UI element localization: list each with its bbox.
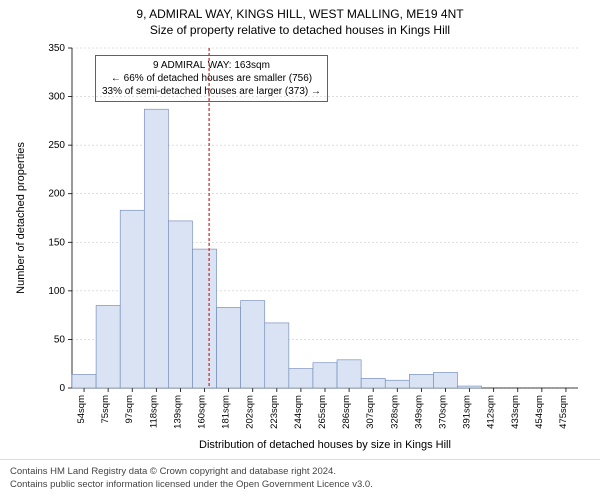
x-tick-label: 454sqm — [534, 395, 545, 429]
footer-attribution: Contains HM Land Registry data © Crown c… — [0, 459, 600, 500]
y-tick-label: 350 — [48, 43, 65, 54]
y-tick-label: 100 — [48, 286, 65, 297]
footer-line2: Contains public sector information licen… — [10, 479, 590, 492]
x-tick-label: 181sqm — [221, 395, 232, 429]
x-tick-label: 54sqm — [76, 395, 87, 424]
histogram-plot: 0 50 100 150 200 250 300 350 54sqm 75sqm 97sqm 118s… — [0, 0, 598, 460]
histogram-bar — [168, 221, 192, 388]
x-tick-label: 139sqm — [172, 395, 183, 429]
x-tick-label: 286sqm — [341, 395, 352, 429]
histogram-bar — [96, 305, 120, 388]
chart-container: 9, ADMIRAL WAY, KINGS HILL, WEST MALLING… — [0, 0, 600, 500]
x-tick-label: 75sqm — [100, 395, 111, 424]
histogram-bar — [385, 380, 409, 388]
x-tick-label: 160sqm — [197, 395, 208, 429]
x-axis-label: Distribution of detached houses by size … — [199, 439, 451, 451]
histogram-bar — [265, 323, 289, 388]
x-tick-label: 307sqm — [365, 395, 376, 429]
histogram-bar — [120, 210, 144, 388]
y-axis-label: Number of detached properties — [15, 142, 27, 294]
y-tick-label: 150 — [48, 237, 65, 248]
histogram-bar — [458, 386, 482, 388]
y-tick-label: 300 — [48, 92, 65, 103]
y-tick-label: 250 — [48, 140, 65, 151]
histogram-bar — [337, 360, 361, 388]
x-tick-label: 349sqm — [413, 395, 424, 429]
x-tick-label: 391sqm — [462, 395, 473, 429]
x-tick-label: 265sqm — [317, 395, 328, 429]
histogram-bar — [409, 374, 433, 388]
histogram-bar — [144, 109, 168, 388]
x-tick-label: 475sqm — [558, 395, 569, 429]
histogram-bar — [72, 374, 96, 388]
histogram-bar — [361, 378, 385, 388]
x-tick-label: 370sqm — [437, 395, 448, 429]
x-tick-label: 328sqm — [389, 395, 400, 429]
histogram-bar — [313, 363, 337, 388]
x-tick-label: 412sqm — [486, 395, 497, 429]
x-tick-label: 433sqm — [510, 395, 521, 429]
x-tick-label: 118sqm — [148, 395, 159, 428]
histogram-bar — [241, 301, 265, 388]
x-tick-label: 202sqm — [245, 395, 256, 429]
histogram-bar — [433, 372, 457, 388]
x-tick-label: 244sqm — [293, 395, 304, 429]
y-tick-label: 200 — [48, 189, 65, 200]
x-tick-label: 223sqm — [269, 395, 280, 429]
y-tick-label: 0 — [59, 383, 65, 394]
histogram-bar — [192, 249, 216, 388]
y-tick-label: 50 — [54, 334, 66, 345]
histogram-bar — [289, 369, 313, 388]
histogram-bar — [217, 307, 241, 388]
x-tick-label: 97sqm — [124, 395, 135, 424]
footer-line1: Contains HM Land Registry data © Crown c… — [10, 466, 590, 479]
